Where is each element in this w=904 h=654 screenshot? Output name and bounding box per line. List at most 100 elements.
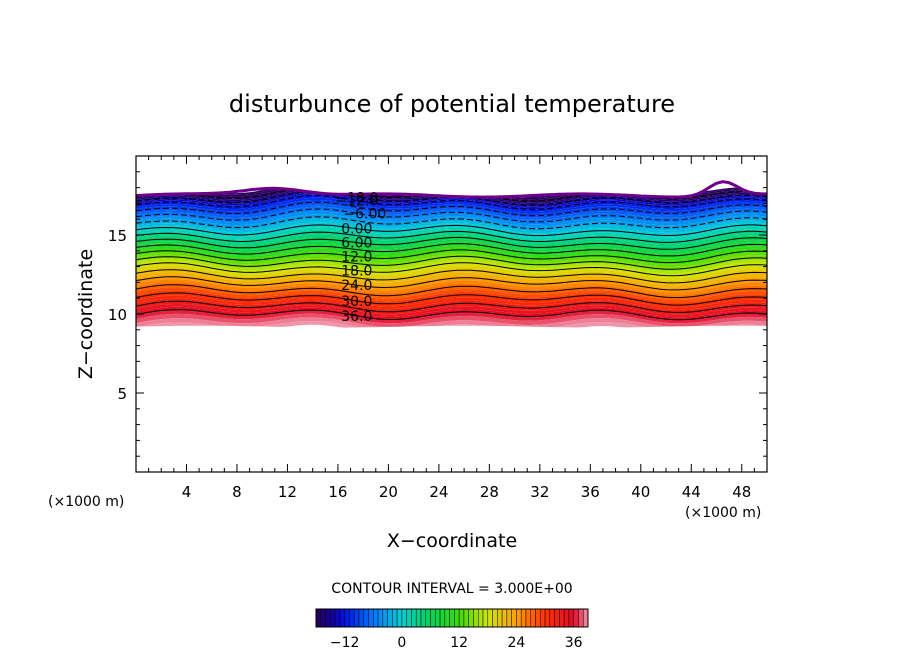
chart-title: disturbunce of potential temperature xyxy=(229,90,675,118)
colorbar-cell xyxy=(344,608,350,628)
colorbar-cell xyxy=(444,608,450,628)
colorbar-cell xyxy=(520,608,527,628)
contour-line xyxy=(136,243,767,257)
contour-line xyxy=(136,309,767,321)
contour-label: 24.0 xyxy=(341,278,372,294)
contour-line xyxy=(136,208,767,223)
colorbar-cell xyxy=(506,608,512,628)
colorbar-cell xyxy=(330,608,336,628)
colorbar-tick-label: 36 xyxy=(565,635,583,651)
colorbar-cell xyxy=(563,608,570,628)
colorbar-cell xyxy=(473,608,479,628)
colorbar-cell xyxy=(454,608,460,628)
x-tick-label: 4 xyxy=(182,483,192,501)
colorbar-cell xyxy=(382,608,388,628)
colorbar-cell xyxy=(334,608,341,628)
colorbar-cell xyxy=(530,608,536,628)
y-tick-label: 10 xyxy=(108,306,127,324)
colorbar-cell xyxy=(468,608,474,628)
colorbar-cell xyxy=(435,608,441,628)
colorbar-tick-label: −12 xyxy=(330,635,360,651)
colorbar-frame xyxy=(315,608,589,628)
colorbar-cell xyxy=(458,608,465,628)
contour-line xyxy=(136,216,767,230)
colorbar-cell xyxy=(315,608,322,628)
colorbar-cell xyxy=(511,608,517,628)
colorbar-cell xyxy=(549,608,555,628)
contour-label: −12.0 xyxy=(335,194,378,210)
colorbar-cell xyxy=(482,608,489,628)
colorbar-cell xyxy=(325,608,331,628)
x-tick-label: 24 xyxy=(429,483,448,501)
contour-line xyxy=(136,269,767,284)
contour-line xyxy=(136,284,767,299)
colorbar-cell xyxy=(396,608,403,628)
colorbar-cell xyxy=(578,608,584,628)
contour-line xyxy=(136,292,767,306)
colorbar-cell xyxy=(463,608,469,628)
contour-line xyxy=(136,194,767,210)
colorbar-cell xyxy=(568,608,574,628)
colorbar-cell xyxy=(415,608,422,628)
x-tick-label: 36 xyxy=(581,483,600,501)
colorbar-cell xyxy=(501,608,508,628)
x-tick-label: 44 xyxy=(682,483,701,501)
contour-line xyxy=(136,249,767,264)
x-unit-label: (×1000 m) xyxy=(685,505,761,521)
x-tick-label: 8 xyxy=(232,483,242,501)
contour-line xyxy=(136,255,767,270)
x-tick-label: 40 xyxy=(631,483,650,501)
contour-interval-text: CONTOUR INTERVAL = 3.000E+00 xyxy=(331,581,572,597)
colorbar-cell xyxy=(353,608,360,628)
colorbar-cell xyxy=(411,608,417,628)
colorbar-cell xyxy=(497,608,503,628)
z-unit-label: (×1000 m) xyxy=(48,494,124,510)
colorbar-cell xyxy=(377,608,384,628)
x-tick-label: 12 xyxy=(278,483,297,501)
colorbar-cell xyxy=(339,608,345,628)
x-axis-label: X−coordinate xyxy=(387,530,517,552)
y-tick-label: 5 xyxy=(117,385,127,403)
colorbar-cell xyxy=(349,608,355,628)
colorbar-cell xyxy=(540,608,546,628)
colorbar-cell xyxy=(387,608,393,628)
contour-label: 18.0 xyxy=(341,263,372,279)
contour-line xyxy=(136,300,767,313)
colorbar-tick-label: 12 xyxy=(450,635,468,651)
colorbar-cell xyxy=(573,608,579,628)
colorbar-cell xyxy=(320,608,326,628)
colorbar-cell xyxy=(525,608,531,628)
colorbar-tick-label: 0 xyxy=(397,635,406,651)
colorbar-cell xyxy=(492,608,498,628)
contour-label: −6.00 xyxy=(343,206,386,222)
contour-label: 30.0 xyxy=(341,294,372,310)
colorbar-cell xyxy=(430,608,436,628)
x-tick-label: 20 xyxy=(379,483,398,501)
colorbar-cell xyxy=(368,608,374,628)
colorbar-cell xyxy=(439,608,446,628)
y-tick-label: 15 xyxy=(108,227,127,245)
contour-label: −18.0 xyxy=(335,190,378,206)
colorbar-cell xyxy=(358,608,364,628)
colorbar-cell xyxy=(554,608,560,628)
colorbar-cell xyxy=(425,608,431,628)
x-tick-label: 28 xyxy=(480,483,499,501)
colorbar-cell xyxy=(401,608,407,628)
colorbar-cell xyxy=(544,608,551,628)
contour-line xyxy=(136,201,767,217)
contour-line xyxy=(136,276,767,291)
colorbar-cell xyxy=(516,608,522,628)
x-tick-label: 32 xyxy=(530,483,549,501)
colorbar-cell xyxy=(392,608,398,628)
contour-line xyxy=(136,262,767,277)
colorbar-cell xyxy=(535,608,541,628)
colorbar-cell xyxy=(420,608,427,628)
y-axis-label: Z−coordinate xyxy=(75,249,97,379)
colorbar-tick-label: 24 xyxy=(508,635,526,651)
colorbar-cell xyxy=(582,608,589,628)
contour-line xyxy=(136,230,767,243)
contour-label: 6.00 xyxy=(341,236,372,252)
x-tick-label: 16 xyxy=(328,483,347,501)
colorbar-cell xyxy=(487,608,493,628)
